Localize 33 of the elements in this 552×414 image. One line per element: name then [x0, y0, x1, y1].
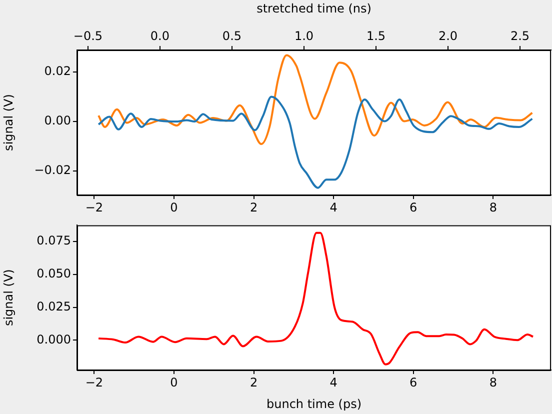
- line-series: [98, 54, 534, 146]
- x2-axis-title: stretched time (ns): [256, 1, 372, 16]
- x2-tick-label: 1.0: [294, 28, 314, 43]
- x-tick-label: −2: [85, 200, 104, 214]
- x2-tick-label: 0.0: [150, 28, 170, 43]
- x-tick-label: 0: [170, 200, 178, 214]
- y-axis-title: signal (V): [1, 269, 16, 326]
- x-tick-label: 8: [489, 375, 497, 390]
- y-tick-label: 0.050: [36, 266, 71, 281]
- x-axis-title: bunch time (ps): [266, 396, 362, 411]
- x2-tick-label: 0.5: [222, 28, 242, 43]
- y-tick-label: 0.02: [44, 64, 71, 78]
- x2-tick-label: −0.5: [73, 28, 103, 43]
- y-tick-label: 0.025: [36, 299, 71, 314]
- x-tick-label: 8: [489, 200, 497, 214]
- x2-tick-label: 2.5: [510, 28, 530, 43]
- line-series: [98, 96, 534, 189]
- x-tick-label: 2: [250, 375, 258, 390]
- x-tick-label: 2: [250, 200, 258, 214]
- line-series: [98, 232, 534, 366]
- x-tick-label: 0: [170, 375, 178, 390]
- y-tick-label: 0.000: [36, 332, 71, 346]
- x-tick-label: 4: [330, 200, 338, 214]
- y-tick-label: 0.00: [44, 114, 71, 128]
- x2-tick-label: 2.0: [438, 28, 458, 43]
- x-tick-label: −2: [85, 375, 104, 390]
- x-tick-label: 4: [330, 375, 338, 390]
- y-tick-label: 0.075: [36, 234, 71, 248]
- y-axis-title: signal (V): [1, 94, 16, 151]
- x-tick-label: 6: [410, 375, 418, 390]
- x2-tick-label: 1.5: [366, 28, 386, 43]
- y-tick-label: −0.02: [34, 163, 71, 178]
- x-tick-label: 6: [410, 200, 418, 214]
